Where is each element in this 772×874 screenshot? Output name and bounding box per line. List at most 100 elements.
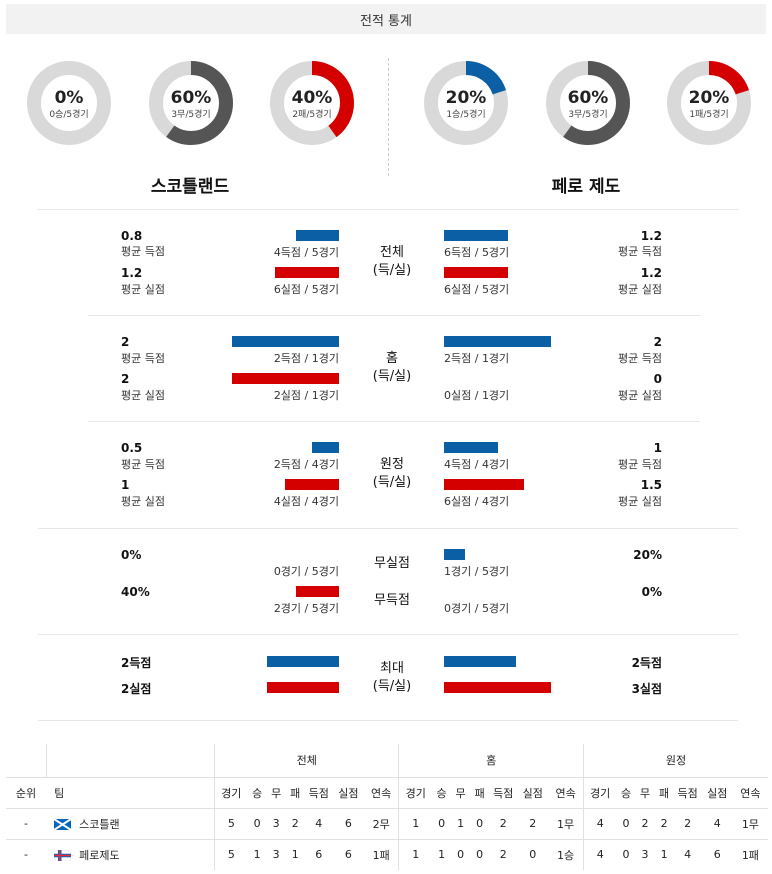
bar-max-scored-left: [267, 656, 339, 667]
team-cell[interactable]: 스코틀랜: [46, 807, 215, 839]
cell: 2무: [363, 807, 399, 839]
cell: 2: [489, 807, 518, 839]
bar-scored-right: [444, 442, 498, 453]
col-header: 연속: [548, 776, 584, 808]
max-conceded-left: 2실점: [121, 682, 152, 696]
bar-scored-left: [296, 230, 339, 241]
cell: 3: [266, 838, 286, 870]
bar-note: 2경기 / 5경기: [273, 602, 339, 615]
donut-pct: 60%: [567, 88, 609, 108]
column-header-row: 순위 팀 경기 승 무 패 득점 실점 연속 경기 승 무 패 득점 실점 연속 경기 승 무 패 득점 실점 연속: [6, 776, 768, 808]
cell: 4: [701, 807, 733, 839]
avg-conceded-right: 1.2: [640, 266, 662, 280]
bar-clean-right: [444, 549, 465, 560]
faroe-flag-icon: [53, 850, 72, 862]
cell: 1: [451, 807, 471, 839]
bar-noscore-left: [296, 586, 339, 597]
team-name[interactable]: 페로제도: [79, 848, 120, 862]
label-no-score: 무득점: [374, 593, 410, 608]
avg-scored-left: 2: [121, 335, 130, 349]
team-name[interactable]: 스코틀랜: [79, 817, 120, 831]
donut-sub: 3무/5경기: [568, 110, 608, 120]
cell: 4: [582, 838, 617, 870]
team-name-left: 스코틀랜드: [150, 177, 230, 197]
team-cell[interactable]: 페로제도: [46, 838, 215, 870]
col-header: 경기: [582, 776, 617, 808]
bar-max-conceded-left: [267, 682, 339, 693]
col-team: 팀: [46, 776, 215, 808]
cell: 0: [451, 838, 471, 870]
donut-sub: 2패/5경기: [292, 110, 332, 120]
cell: 6: [332, 838, 364, 870]
label-line: 최대: [380, 661, 404, 676]
col-header: 득점: [304, 776, 333, 808]
avg-conceded-left: 2: [121, 372, 130, 386]
divider: [88, 315, 700, 316]
col-header: 득점: [673, 776, 702, 808]
avg-scored-label: 평균 득점: [121, 458, 165, 471]
bar-scored-right: [444, 230, 508, 241]
donut-chart: [270, 61, 354, 145]
cell: 5: [214, 838, 248, 870]
cell: 6: [701, 838, 733, 870]
donut-sub: 1패/5경기: [689, 110, 729, 120]
bar-note: 6실점 / 4경기: [444, 495, 510, 508]
cell: 4: [582, 807, 617, 839]
divider: [38, 634, 738, 635]
bar-max-scored-right: [444, 656, 516, 667]
group-header-row: 전체 홈 원정: [6, 744, 768, 777]
donut-pct: 0%: [54, 88, 84, 108]
label-line: (득/실): [372, 475, 412, 490]
col-header: 실점: [332, 776, 364, 808]
donut-chart: [27, 61, 111, 145]
cell: 2: [517, 807, 549, 839]
cell: 2: [673, 807, 702, 839]
cell: 0: [616, 838, 636, 870]
divider: [38, 209, 738, 210]
scotland-flag-icon: [53, 818, 72, 831]
bar-note: 1경기 / 5경기: [444, 565, 510, 578]
section-label-max: 최대 (득/실): [362, 660, 422, 696]
avg-conceded-label: 평균 실점: [121, 389, 165, 402]
avg-scored-right: 2: [653, 335, 662, 349]
avg-scored-right: 1.2: [640, 229, 662, 243]
cell: 1: [432, 838, 452, 870]
cell: 1패: [363, 838, 399, 870]
avg-scored-label: 평균 득점: [618, 245, 662, 258]
cell: 2: [285, 807, 305, 839]
avg-scored-right: 1: [653, 441, 662, 455]
bar-conceded-right: [444, 267, 508, 278]
cell: 1: [654, 838, 674, 870]
group-away: 원정: [582, 744, 768, 777]
avg-scored-label: 평균 득점: [618, 352, 662, 365]
divider: [38, 720, 738, 721]
cell: 5: [214, 807, 248, 839]
col-rank: 순위: [6, 776, 47, 808]
avg-conceded-label: 평균 실점: [618, 283, 662, 296]
divider: [38, 528, 738, 529]
donut-pct: 20%: [688, 88, 730, 108]
cell: 4: [673, 838, 702, 870]
bar-note: 2실점 / 1경기: [273, 389, 339, 402]
avg-conceded-label: 평균 실점: [618, 389, 662, 402]
bar-note: 2득점 / 1경기: [444, 352, 510, 365]
avg-conceded-right: 1.5: [640, 478, 662, 492]
avg-conceded-label: 평균 실점: [121, 495, 165, 508]
donut-chart: [149, 61, 233, 145]
cell: 4: [304, 807, 333, 839]
avg-conceded-left: 1.2: [121, 266, 143, 280]
cell: 1: [247, 838, 267, 870]
label-clean-sheet: 무실점: [374, 556, 410, 571]
section-label-home: 홈 (득/실): [362, 350, 422, 386]
group-overall: 전체: [214, 744, 399, 777]
label-line: 전체: [380, 245, 404, 260]
col-header: 무: [451, 776, 471, 808]
cell: 2: [654, 807, 674, 839]
col-header: 경기: [398, 776, 433, 808]
cell: 6: [304, 838, 333, 870]
bar-scored-left: [232, 336, 339, 347]
cell: 0: [470, 838, 490, 870]
bar-note: 2득점 / 1경기: [273, 352, 339, 365]
donut-chart: [546, 61, 630, 145]
bar-conceded-left: [232, 373, 339, 384]
